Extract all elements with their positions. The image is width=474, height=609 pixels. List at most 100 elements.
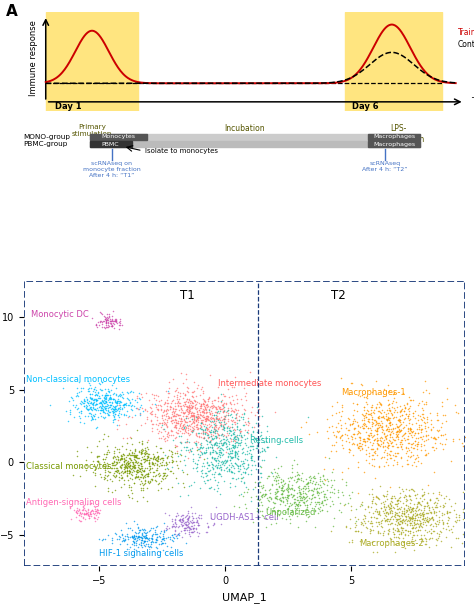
Point (213, 486, 220, 496)
Point (402, 525, 410, 535)
Point (430, 434, 438, 443)
Point (410, 530, 418, 540)
Point (197, 513, 205, 523)
Point (319, 478, 326, 488)
Point (320, 465, 328, 474)
Point (176, 410, 183, 420)
Point (141, 454, 148, 464)
Point (181, 414, 188, 424)
Point (184, 428, 192, 437)
Point (201, 403, 209, 413)
Point (304, 477, 312, 487)
Point (365, 414, 372, 424)
Point (189, 410, 196, 420)
Point (415, 509, 422, 519)
Point (375, 435, 383, 445)
Point (228, 468, 236, 477)
Point (398, 515, 406, 525)
Point (392, 432, 400, 442)
Point (198, 468, 206, 478)
Point (319, 505, 326, 515)
Point (150, 538, 157, 547)
Point (97, 403, 104, 412)
Point (235, 434, 242, 444)
Point (404, 526, 412, 536)
Point (233, 395, 241, 404)
Point (248, 460, 256, 470)
Point (142, 470, 150, 479)
Point (374, 528, 382, 538)
Point (134, 542, 142, 552)
Point (104, 400, 112, 409)
Point (193, 409, 201, 418)
Point (393, 495, 401, 505)
Point (195, 528, 203, 538)
Point (202, 435, 210, 445)
Point (129, 532, 137, 541)
Point (197, 400, 205, 409)
Point (234, 435, 242, 445)
Point (218, 465, 225, 475)
Point (422, 519, 430, 529)
Point (123, 544, 131, 554)
Point (279, 493, 287, 503)
Point (412, 526, 419, 535)
Point (170, 421, 178, 431)
Point (314, 468, 321, 477)
Point (258, 490, 266, 500)
Point (377, 409, 384, 418)
Point (383, 516, 391, 526)
Point (157, 483, 165, 493)
Point (435, 425, 443, 435)
Point (233, 410, 240, 420)
Point (164, 432, 172, 442)
Point (404, 509, 412, 519)
Point (128, 532, 136, 542)
Point (415, 498, 423, 507)
Point (105, 410, 112, 420)
Point (308, 473, 315, 483)
Point (163, 410, 170, 420)
Point (297, 495, 304, 505)
Point (192, 436, 200, 446)
Text: Isolate to monocytes: Isolate to monocytes (145, 148, 218, 154)
Point (181, 524, 189, 533)
Point (189, 427, 196, 437)
Point (188, 391, 195, 401)
Point (410, 487, 418, 496)
Point (366, 524, 374, 533)
Point (337, 507, 345, 517)
Point (418, 491, 425, 501)
Point (189, 456, 197, 466)
Point (240, 383, 248, 393)
Point (408, 428, 416, 437)
Point (127, 454, 134, 463)
Point (109, 458, 117, 468)
Point (194, 380, 202, 390)
Point (205, 392, 212, 402)
Point (376, 400, 384, 409)
Point (216, 456, 223, 466)
Point (73, 446, 81, 456)
Point (148, 534, 156, 544)
Point (206, 416, 214, 426)
Point (83, 499, 91, 509)
Point (380, 506, 387, 516)
Point (115, 452, 122, 462)
Point (131, 473, 139, 483)
Point (125, 459, 132, 468)
Point (273, 452, 280, 462)
Point (393, 514, 401, 524)
Point (98, 390, 105, 400)
Point (90, 398, 97, 408)
Point (182, 523, 190, 533)
Point (411, 428, 419, 438)
Point (367, 526, 374, 535)
Point (289, 467, 296, 477)
Point (204, 432, 211, 442)
Point (96, 317, 103, 327)
Point (244, 417, 252, 427)
Point (260, 491, 268, 501)
Point (190, 421, 198, 431)
Point (216, 414, 223, 424)
